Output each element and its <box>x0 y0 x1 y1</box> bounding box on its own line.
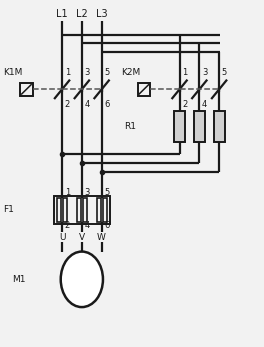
Text: R1: R1 <box>124 122 136 131</box>
Text: 3: 3 <box>202 68 207 77</box>
Circle shape <box>61 252 103 307</box>
Text: M1: M1 <box>12 275 25 284</box>
Text: 6: 6 <box>104 100 110 109</box>
Text: 5: 5 <box>222 68 227 77</box>
Text: 3: 3 <box>84 188 90 197</box>
Text: 3 AC: 3 AC <box>70 274 94 284</box>
Text: L2: L2 <box>76 9 88 19</box>
Bar <box>83 198 87 222</box>
Bar <box>174 111 185 142</box>
Text: K2M: K2M <box>121 68 141 77</box>
Text: 1: 1 <box>65 68 70 77</box>
Text: 3: 3 <box>84 68 90 77</box>
Bar <box>77 198 81 222</box>
Text: V: V <box>79 233 85 242</box>
Text: 4: 4 <box>84 221 90 230</box>
Bar <box>20 83 33 96</box>
Text: W: W <box>97 233 106 242</box>
Text: 1: 1 <box>182 68 187 77</box>
Text: L1: L1 <box>56 9 68 19</box>
Text: L3: L3 <box>96 9 107 19</box>
Bar <box>138 83 150 96</box>
Text: 4: 4 <box>84 100 90 109</box>
Bar <box>97 198 101 222</box>
Text: 6: 6 <box>104 221 110 230</box>
Text: 2: 2 <box>65 100 70 109</box>
Text: F1: F1 <box>3 205 13 214</box>
Bar <box>57 198 61 222</box>
Bar <box>63 198 67 222</box>
Text: 1: 1 <box>65 188 70 197</box>
Text: K1M: K1M <box>3 68 22 77</box>
Text: 5: 5 <box>104 188 110 197</box>
Text: 2: 2 <box>65 221 70 230</box>
Text: 4: 4 <box>202 100 207 109</box>
Bar <box>214 111 225 142</box>
Text: 2: 2 <box>182 100 187 109</box>
Bar <box>103 198 107 222</box>
Bar <box>194 111 205 142</box>
Text: 5: 5 <box>104 68 110 77</box>
Text: U: U <box>59 233 65 242</box>
Bar <box>54 196 110 224</box>
